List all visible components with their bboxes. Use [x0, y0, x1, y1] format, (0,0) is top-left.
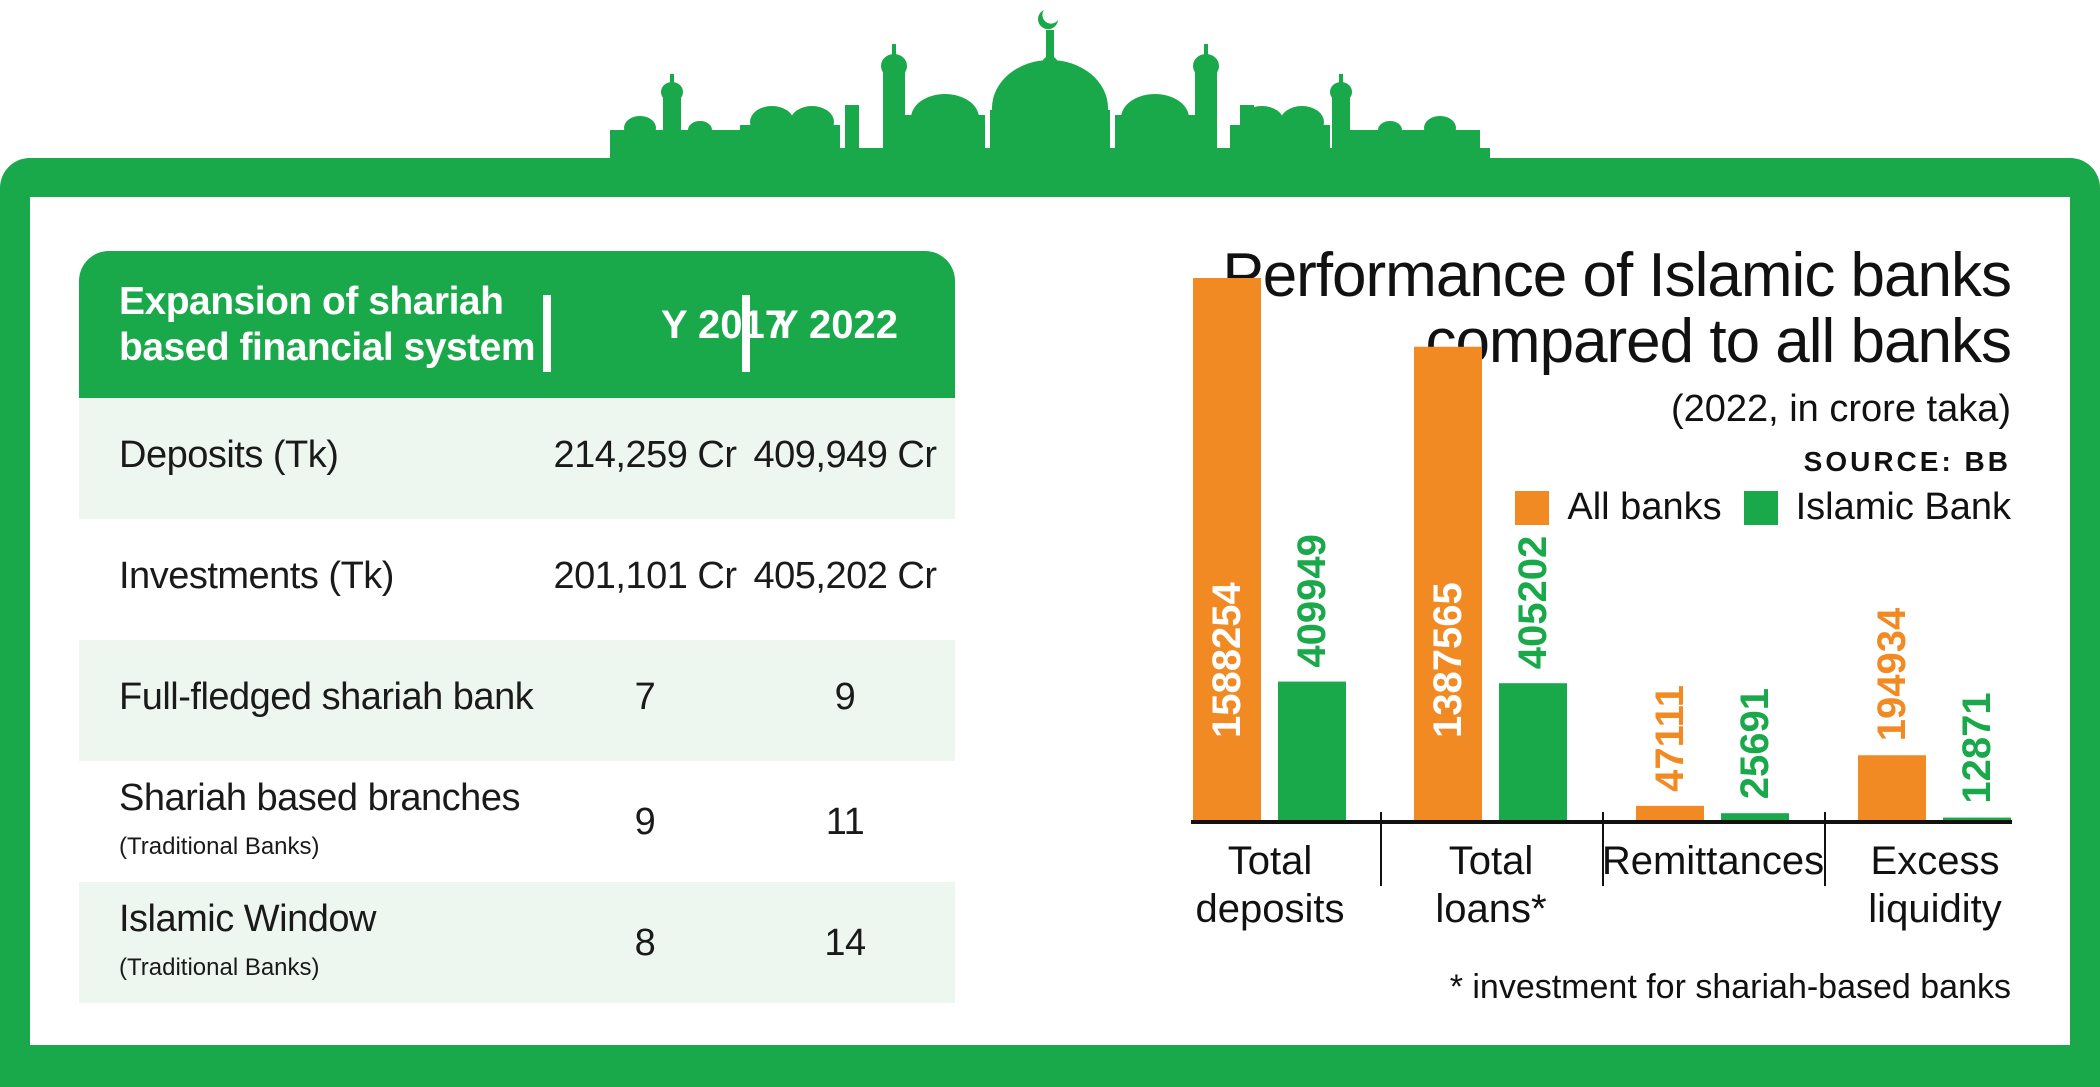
- table-row: Investments (Tk) 201,101 Cr 405,202 Cr: [79, 519, 955, 640]
- cell-2022: 14: [824, 922, 866, 964]
- category-label: Remittances: [1602, 839, 1824, 883]
- data-label: 1588254: [1205, 582, 1249, 738]
- row-sublabel: (Traditional Banks): [119, 954, 320, 981]
- data-label: 1387565: [1426, 582, 1470, 738]
- cell-2017: 8: [634, 922, 656, 964]
- chart-subtitle: (2022, in crore taka): [1670, 388, 2011, 430]
- cell-2022: 9: [834, 676, 856, 718]
- cell-2017: 7: [634, 676, 656, 718]
- column-header-2022: Y 2022: [771, 303, 899, 347]
- bar-all-banks: [1193, 278, 1261, 822]
- category-label: Excess: [1871, 839, 2000, 883]
- cell-2017: 201,101 Cr: [553, 555, 737, 597]
- cell-2017: 214,259 Cr: [553, 434, 737, 476]
- data-label: 47111: [1648, 685, 1692, 792]
- bar-islamic-bank: [1943, 817, 2011, 822]
- legend-swatch-all-banks: [1515, 490, 1550, 525]
- bar-all-banks: [1858, 755, 1926, 822]
- row-label: Deposits (Tk): [119, 434, 339, 476]
- data-label: 194934: [1870, 607, 1914, 741]
- legend-item-all-banks: All banks: [1515, 486, 1722, 529]
- data-label: 409949: [1290, 534, 1334, 667]
- category-label: deposits: [1196, 887, 1345, 931]
- bar-islamic-bank: [1721, 813, 1789, 822]
- header-divider: [543, 295, 551, 372]
- chart-legend: All banks Islamic Bank: [1515, 486, 2011, 529]
- chart-title: Performance of Islamic banks compared to…: [1222, 241, 2012, 376]
- table-header: Expansion of shariah based financial sys…: [79, 251, 955, 398]
- bar-islamic-bank: [1278, 681, 1346, 822]
- row-label: Shariah based branches: [119, 777, 520, 819]
- bar-islamic-bank: [1499, 683, 1567, 822]
- bar-all-banks: [1414, 346, 1482, 822]
- chart-footnote: * investment for shariah-based banks: [1449, 968, 2011, 1006]
- header-divider: [742, 295, 750, 372]
- row-sublabel: (Traditional Banks): [119, 833, 320, 860]
- cell-2022: 11: [825, 801, 865, 843]
- data-label: 25691: [1733, 688, 1777, 799]
- column-header-2017: Y 2017: [660, 303, 788, 347]
- cell-2022: 405,202 Cr: [753, 555, 937, 597]
- cell-2022: 409,949 Cr: [753, 434, 937, 476]
- mosque-skyline-icon: [610, 10, 1490, 160]
- table-row: Islamic Window (Traditional Banks) 8 14: [79, 882, 955, 1003]
- table-row: Full-fledged shariah bank 7 9: [79, 640, 955, 761]
- table-body: Deposits (Tk) 214,259 Cr 409,949 Cr Investm…: [79, 398, 955, 1003]
- category-label: loans*: [1435, 887, 1546, 931]
- category-label: Total: [1449, 839, 1534, 883]
- data-label: 405202: [1511, 536, 1555, 669]
- cell-2017: 9: [634, 801, 656, 843]
- table-row: Deposits (Tk) 214,259 Cr 409,949 Cr: [79, 398, 955, 519]
- row-label: Islamic Window: [119, 898, 376, 940]
- legend-label-islamic-bank: Islamic Bank: [1795, 486, 2011, 528]
- legend-swatch-islamic-bank: [1743, 490, 1778, 525]
- row-label: Full-fledged shariah bank: [119, 676, 534, 718]
- table-title: Expansion of shariah based financial sys…: [119, 280, 536, 369]
- category-label: Total: [1228, 839, 1313, 883]
- chart-source: SOURCE: BB: [1803, 446, 2011, 477]
- legend-label-all-banks: All banks: [1567, 486, 1722, 528]
- data-label: 12871: [1955, 692, 1999, 803]
- row-label: Investments (Tk): [119, 555, 394, 597]
- table-row: Shariah based branches (Traditional Banks…: [79, 761, 955, 882]
- shariah-expansion-table: Expansion of shariah based financial sys…: [79, 251, 955, 1003]
- bar-all-banks: [1636, 805, 1704, 822]
- legend-item-islamic-bank: Islamic Bank: [1743, 486, 2011, 529]
- category-label: liquidity: [1868, 887, 2001, 931]
